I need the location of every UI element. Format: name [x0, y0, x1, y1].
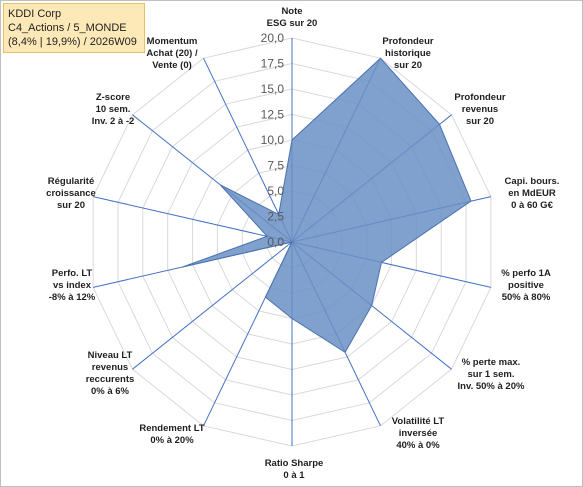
tick-label-2: 5,0: [267, 184, 284, 198]
axis-label-8-line-0: Rendement LT: [139, 423, 204, 434]
axis-label-3-line-2: 0 à 60 G€: [511, 200, 553, 211]
chart-title-box: KDDI Corp C4_Actions / 5_MONDE (8,4% | 1…: [3, 3, 145, 53]
axis-label-2-line-2: sur 20: [466, 116, 494, 127]
axis-label-2-line-0: Profondeur: [454, 92, 505, 103]
axis-label-4-line-1: positive: [508, 280, 544, 291]
axis-label-12: Z-score 10 sem. Inv. 2 à -2: [92, 92, 135, 127]
tick-label-6: 15,0: [261, 82, 285, 96]
axis-label-13: Momentum Achat (20) / Vente (0): [146, 36, 198, 71]
axis-label-5-line-2: Inv. 50% à 20%: [458, 381, 525, 392]
axis-label-11-line-1: croissance: [46, 188, 96, 199]
tick-label-0: 0,0: [267, 235, 284, 249]
spoke-13: [203, 57, 293, 243]
tick-label-1: 2,5: [267, 210, 284, 224]
axis-label-7-line-0: Ratio Sharpe: [265, 458, 324, 469]
axis-label-11: Régularité croissance sur 20: [46, 176, 96, 211]
axis-label-10: Perfo. LT vs index -8% à 12%: [49, 268, 96, 303]
axis-label-9-line-1: revenus: [92, 362, 128, 373]
axis-label-4-line-2: 50% à 80%: [502, 292, 551, 303]
axis-label-13-line-1: Achat (20) /: [146, 48, 198, 59]
axis-label-0-line-0: Note: [281, 6, 302, 17]
axis-label-4-line-0: % perfo 1A: [501, 268, 551, 279]
axis-label-3-line-1: en MdEUR: [508, 188, 556, 199]
axis-label-12-line-1: 10 sem.: [96, 104, 131, 115]
axis-label-10-line-1: vs index: [53, 280, 92, 291]
radar-tick-labels: 0,0 2,5 5,0 7,5 10,0 12,5 15,0 17,5 20,0: [261, 31, 285, 249]
axis-label-1: Profondeur historique sur 20: [382, 36, 433, 71]
axis-label-1-line-2: sur 20: [394, 60, 422, 71]
spoke-11: [92, 196, 293, 243]
axis-label-8: Rendement LT 0% à 20%: [139, 423, 204, 446]
spoke-9: [132, 241, 293, 370]
axis-label-9-line-0: Niveau LT: [88, 350, 133, 361]
title-portfolio: C4_Actions / 5_MONDE: [8, 22, 127, 34]
radar-series: [182, 57, 472, 354]
axis-label-7-line-1: 0 à 1: [283, 470, 305, 481]
axis-label-5-line-0: % perte max.: [462, 357, 521, 368]
axis-label-8-line-1: 0% à 20%: [150, 435, 194, 446]
axis-label-13-line-2: Vente (0): [152, 60, 192, 71]
axis-label-9-line-3: 0% à 6%: [91, 386, 130, 397]
series-area: [182, 57, 472, 354]
axis-label-9-line-2: reccurents: [86, 374, 135, 385]
axis-label-0-line-1: ESG sur 20: [267, 18, 318, 29]
axis-label-3: Capi. bours. en MdEUR 0 à 60 G€: [505, 176, 560, 211]
axis-label-10-line-2: -8% à 12%: [49, 292, 96, 303]
tick-label-4: 10,0: [261, 133, 285, 147]
axis-label-6: Volatilité LT inversée 40% à 0%: [392, 416, 445, 451]
axis-label-13-line-0: Momentum: [147, 36, 198, 47]
title-company: KDDI Corp: [8, 8, 62, 20]
axis-label-3-line-0: Capi. bours.: [505, 176, 560, 187]
axis-label-10-line-0: Perfo. LT: [52, 268, 93, 279]
axis-label-6-line-1: inversée: [399, 428, 438, 439]
axis-label-0: Note ESG sur 20: [267, 6, 318, 29]
axis-label-11-line-2: sur 20: [57, 200, 85, 211]
tick-label-3: 7,5: [267, 159, 284, 173]
axis-label-7: Ratio Sharpe 0 à 1: [265, 458, 324, 481]
title-stats: (8,4% | 19,9%) / 2026W09: [8, 36, 137, 48]
axis-label-6-line-2: 40% à 0%: [396, 440, 440, 451]
tick-label-5: 12,5: [261, 108, 285, 122]
axis-label-12-line-0: Z-score: [96, 92, 130, 103]
axis-label-6-line-0: Volatilité LT: [392, 416, 445, 427]
axis-label-4: % perfo 1A positive 50% à 80%: [501, 268, 551, 303]
axis-label-5-line-1: sur 1 sem.: [468, 369, 515, 380]
axis-label-5: % perte max. sur 1 sem. Inv. 50% à 20%: [458, 357, 525, 392]
tick-label-8: 20,0: [261, 31, 285, 45]
tick-label-7: 17,5: [261, 57, 285, 71]
axis-label-9: Niveau LT revenus reccurents 0% à 6%: [86, 350, 135, 397]
axis-label-2-line-1: revenus: [462, 104, 498, 115]
axis-label-1-line-0: Profondeur: [382, 36, 433, 47]
axis-label-12-line-2: Inv. 2 à -2: [92, 116, 135, 127]
axis-label-2: Profondeur revenus sur 20: [454, 92, 505, 127]
axis-label-11-line-0: Régularité: [48, 176, 94, 187]
axis-label-1-line-1: historique: [385, 48, 431, 59]
